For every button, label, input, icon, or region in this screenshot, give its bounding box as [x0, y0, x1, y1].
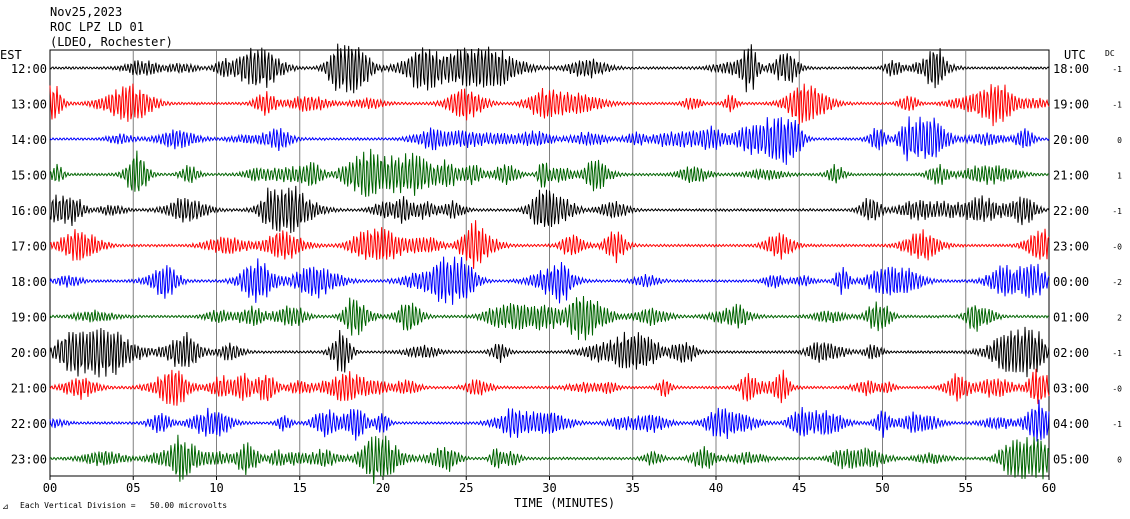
chart-date: Nov25,2023 — [50, 5, 123, 19]
right-timezone-label: UTC — [1064, 48, 1086, 62]
x-tick-label: 25 — [459, 481, 473, 495]
x-axis-title: TIME (MINUTES) — [514, 496, 616, 510]
row-label-left: 22:00 — [11, 417, 47, 431]
row-dc-value: 0 — [1117, 456, 1122, 465]
row-label-right: 22:00 — [1053, 204, 1089, 218]
x-tick-label: 55 — [959, 481, 973, 495]
row-label-right: 02:00 — [1053, 346, 1089, 360]
x-tick-label: 45 — [792, 481, 806, 495]
trace-line — [50, 434, 1050, 485]
row-dc-value: -1 — [1112, 349, 1122, 358]
footer-icon: ⊿ — [2, 502, 9, 511]
trace-line — [49, 43, 1050, 94]
row-dc-value: -1 — [1112, 65, 1122, 74]
row-label-right: 23:00 — [1053, 240, 1089, 254]
row-label-right: 01:00 — [1053, 311, 1089, 325]
trace-line — [49, 256, 1050, 305]
row-label-left: 15:00 — [11, 169, 47, 183]
x-tick-label: 35 — [626, 481, 640, 495]
trace-line — [49, 220, 1050, 269]
row-label-left: 17:00 — [11, 240, 47, 254]
x-tick-label: 30 — [542, 481, 556, 495]
x-tick-label: 05 — [126, 481, 140, 495]
row-label-left: 18:00 — [11, 275, 47, 289]
row-dc-value: -2 — [1112, 278, 1122, 287]
row-dc-value: -1 — [1112, 101, 1122, 110]
row-label-left: 20:00 — [11, 346, 47, 360]
dc-header-label: DC — [1105, 49, 1115, 58]
trace-line — [49, 399, 1050, 442]
row-dc-value: -0 — [1112, 385, 1122, 394]
x-tick-label: 00 — [43, 481, 57, 495]
row-label-left: 23:00 — [11, 453, 47, 467]
row-dc-value: 1 — [1117, 172, 1122, 181]
row-dc-value: 2 — [1117, 314, 1122, 323]
trace-line — [49, 368, 1050, 406]
trace-line — [49, 326, 1050, 378]
trace-line — [49, 185, 1050, 234]
row-label-right: 04:00 — [1053, 417, 1089, 431]
row-label-left: 12:00 — [11, 62, 47, 76]
vertical-division-note: Each Vertical Division = 50.00 microvolt… — [20, 501, 228, 510]
x-tick-label: 20 — [376, 481, 390, 495]
x-tick-label: 15 — [293, 481, 307, 495]
row-label-right: 05:00 — [1053, 453, 1089, 467]
row-label-right: 19:00 — [1053, 98, 1089, 112]
trace-line — [49, 295, 1050, 341]
row-label-left: 13:00 — [11, 98, 47, 112]
row-label-right: 03:00 — [1053, 382, 1089, 396]
row-label-left: 14:00 — [11, 133, 47, 147]
row-label-right: 21:00 — [1053, 169, 1089, 183]
row-dc-value: -1 — [1112, 207, 1122, 216]
row-label-left: 16:00 — [11, 204, 47, 218]
row-dc-value: -1 — [1112, 420, 1122, 429]
row-dc-value: 0 — [1117, 136, 1122, 145]
row-label-left: 21:00 — [11, 382, 47, 396]
chart-network: (LDEO, Rochester) — [50, 35, 173, 49]
row-label-left: 19:00 — [11, 311, 47, 325]
chart-station: ROC LPZ LD 01 — [50, 20, 144, 34]
left-timezone-label: EST — [0, 48, 22, 62]
trace-line — [49, 116, 1050, 165]
x-tick-label: 10 — [209, 481, 223, 495]
x-tick-label: 40 — [709, 481, 723, 495]
row-label-right: 00:00 — [1053, 275, 1089, 289]
x-tick-label: 50 — [875, 481, 889, 495]
x-tick-label: 60 — [1042, 481, 1056, 495]
trace-line — [49, 148, 1050, 197]
row-dc-value: -0 — [1112, 243, 1122, 252]
row-label-right: 18:00 — [1053, 62, 1089, 76]
trace-line — [49, 83, 1050, 127]
row-label-right: 20:00 — [1053, 133, 1089, 147]
